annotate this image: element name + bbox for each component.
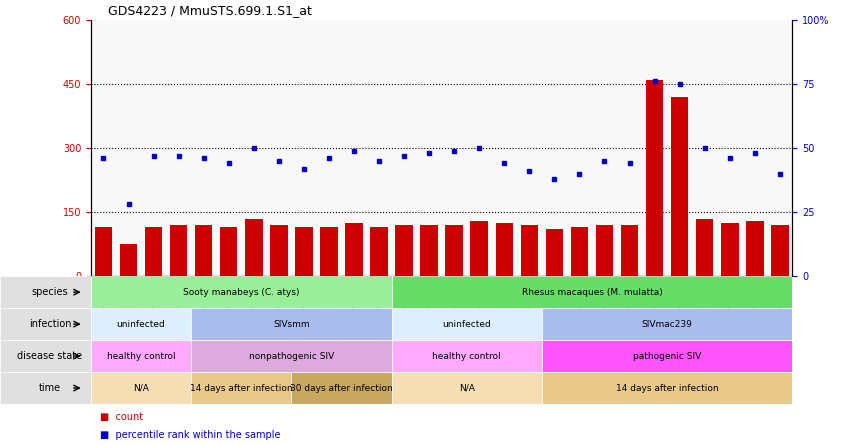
Text: disease state: disease state	[17, 351, 82, 361]
Text: N/A: N/A	[459, 384, 475, 392]
Bar	[91, 308, 191, 340]
Bar	[295, 227, 313, 276]
Bar	[542, 340, 792, 372]
Bar	[470, 221, 488, 276]
Bar	[170, 225, 187, 276]
Bar	[91, 372, 191, 404]
Bar	[270, 225, 288, 276]
Bar	[391, 308, 542, 340]
Bar	[546, 229, 563, 276]
Text: uninfected: uninfected	[443, 320, 491, 329]
Bar	[320, 227, 338, 276]
Bar	[191, 372, 291, 404]
Bar	[671, 97, 688, 276]
Bar	[391, 340, 542, 372]
Text: healthy control: healthy control	[432, 352, 501, 361]
Text: healthy control: healthy control	[107, 352, 175, 361]
Text: time: time	[39, 383, 61, 393]
Bar	[420, 225, 438, 276]
Text: GDS4223 / MmuSTS.699.1.S1_at: GDS4223 / MmuSTS.699.1.S1_at	[108, 4, 312, 17]
Bar	[621, 225, 638, 276]
Text: 14 days after infection: 14 days after infection	[616, 384, 719, 392]
Text: infection: infection	[29, 319, 71, 329]
Bar	[245, 218, 262, 276]
Bar	[646, 80, 663, 276]
Bar	[191, 308, 391, 340]
Bar	[195, 225, 212, 276]
Text: SIVmac239: SIVmac239	[642, 320, 693, 329]
Text: SIVsmm: SIVsmm	[273, 320, 310, 329]
Text: 30 days after infection: 30 days after infection	[290, 384, 393, 392]
Bar	[220, 227, 237, 276]
Bar	[571, 227, 588, 276]
Text: 14 days after infection: 14 days after infection	[190, 384, 293, 392]
Bar	[94, 227, 113, 276]
Bar	[120, 244, 138, 276]
Text: species: species	[32, 287, 68, 297]
Text: pathogenic SIV: pathogenic SIV	[633, 352, 701, 361]
Text: Rhesus macaques (M. mulatta): Rhesus macaques (M. mulatta)	[521, 288, 662, 297]
Bar	[746, 221, 764, 276]
Bar	[445, 225, 463, 276]
Bar	[145, 227, 162, 276]
Bar	[391, 276, 792, 308]
Bar	[520, 225, 538, 276]
Text: N/A: N/A	[133, 384, 149, 392]
Bar	[291, 372, 391, 404]
Bar	[596, 225, 613, 276]
Text: ■  count: ■ count	[100, 412, 143, 422]
Text: ■  percentile rank within the sample: ■ percentile rank within the sample	[100, 429, 280, 440]
Bar	[395, 225, 413, 276]
Bar	[91, 276, 391, 308]
Bar	[346, 223, 363, 276]
Bar	[542, 372, 792, 404]
Bar	[495, 223, 513, 276]
Bar	[371, 227, 388, 276]
Text: nonpathogenic SIV: nonpathogenic SIV	[249, 352, 334, 361]
Bar	[191, 340, 391, 372]
Bar	[771, 225, 789, 276]
Bar	[391, 372, 542, 404]
Bar	[542, 308, 792, 340]
Bar	[696, 218, 714, 276]
Bar	[721, 223, 739, 276]
Text: uninfected: uninfected	[117, 320, 165, 329]
Bar	[91, 340, 191, 372]
Text: Sooty manabeys (C. atys): Sooty manabeys (C. atys)	[183, 288, 300, 297]
